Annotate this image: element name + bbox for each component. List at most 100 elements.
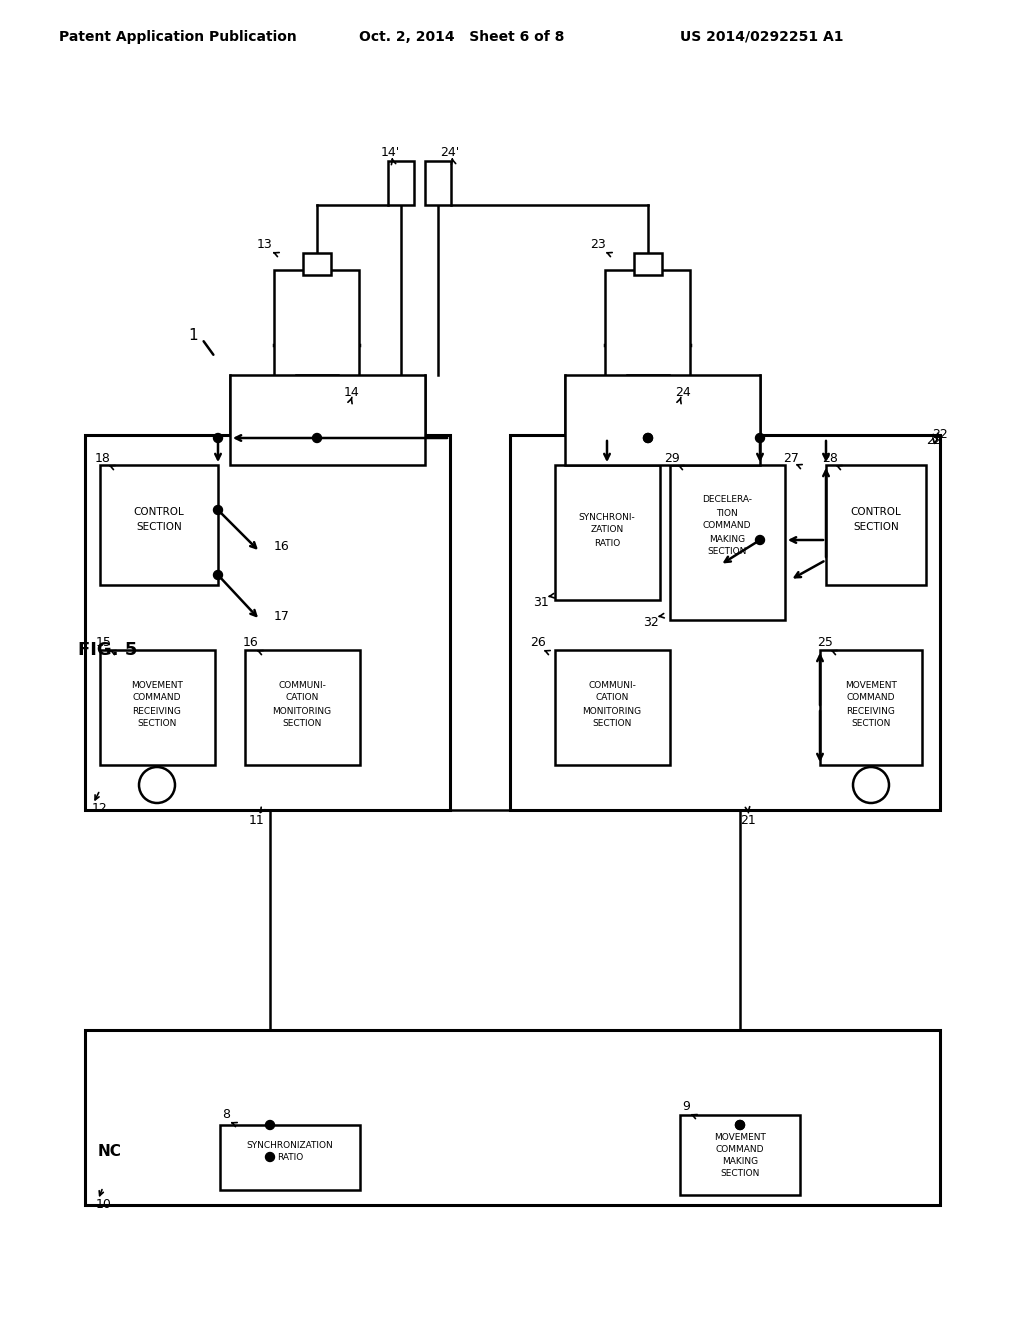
Circle shape	[756, 536, 765, 544]
Bar	[826, 465, 926, 585]
Circle shape	[139, 767, 175, 803]
Text: RECEIVING: RECEIVING	[847, 706, 895, 715]
Bar	[680, 1115, 800, 1195]
Bar	[425, 161, 451, 205]
Text: SECTION: SECTION	[720, 1170, 760, 1179]
Text: NC: NC	[98, 1144, 122, 1159]
Text: 25: 25	[817, 636, 833, 649]
Text: CONTROL: CONTROL	[133, 507, 184, 517]
Bar	[230, 375, 425, 465]
Text: SECTION: SECTION	[136, 521, 182, 532]
Circle shape	[735, 1121, 744, 1130]
Circle shape	[312, 433, 322, 442]
Bar	[100, 649, 215, 766]
Circle shape	[735, 1121, 744, 1130]
Text: RECEIVING: RECEIVING	[132, 706, 181, 715]
Text: SECTION: SECTION	[283, 719, 322, 729]
Text: TION: TION	[716, 508, 738, 517]
Text: US 2014/0292251 A1: US 2014/0292251 A1	[680, 30, 844, 44]
Text: 9: 9	[682, 1101, 690, 1114]
Text: 16: 16	[274, 540, 290, 553]
Bar	[85, 1030, 940, 1205]
Text: 21: 21	[740, 814, 756, 828]
Text: 22: 22	[926, 433, 942, 446]
Text: SYNCHRONIZATION: SYNCHRONIZATION	[247, 1142, 334, 1151]
Text: DECELERA-: DECELERA-	[702, 495, 752, 504]
Text: 8: 8	[222, 1109, 230, 1122]
Text: SECTION: SECTION	[708, 548, 746, 557]
Text: SECTION: SECTION	[137, 719, 177, 729]
Text: COMMUNI-: COMMUNI-	[588, 681, 636, 689]
Text: MAKING: MAKING	[722, 1158, 758, 1167]
Text: RATIO: RATIO	[594, 539, 621, 548]
Text: FIG. 5: FIG. 5	[78, 642, 137, 659]
Circle shape	[643, 433, 652, 442]
Text: ZATION: ZATION	[591, 525, 624, 535]
Text: MONITORING: MONITORING	[583, 706, 642, 715]
Text: CATION: CATION	[595, 693, 629, 702]
Bar	[85, 436, 450, 810]
Text: MOVEMENT: MOVEMENT	[131, 681, 183, 689]
Bar	[388, 161, 414, 205]
Text: 24: 24	[675, 385, 691, 399]
Bar	[296, 375, 338, 399]
Text: 15: 15	[96, 636, 112, 649]
Text: 14': 14'	[380, 145, 399, 158]
Text: COMMUNI-: COMMUNI-	[279, 681, 326, 689]
Text: 23: 23	[590, 239, 606, 252]
Bar	[510, 436, 940, 810]
Bar	[634, 253, 662, 275]
Text: 28: 28	[822, 451, 838, 465]
Circle shape	[213, 570, 222, 579]
Circle shape	[756, 433, 765, 442]
Bar	[605, 271, 690, 380]
Text: Patent Application Publication: Patent Application Publication	[59, 30, 297, 44]
Text: COMMAND: COMMAND	[847, 693, 895, 702]
Circle shape	[853, 767, 889, 803]
Bar	[100, 465, 218, 585]
Text: 24': 24'	[440, 145, 460, 158]
Text: MOVEMENT: MOVEMENT	[845, 681, 897, 689]
Bar	[303, 253, 331, 275]
Text: MOVEMENT: MOVEMENT	[714, 1134, 766, 1143]
Text: 1: 1	[188, 327, 198, 342]
Text: 18: 18	[95, 451, 111, 465]
Text: Oct. 2, 2014   Sheet 6 of 8: Oct. 2, 2014 Sheet 6 of 8	[359, 30, 564, 44]
Text: COMMAND: COMMAND	[716, 1146, 764, 1155]
Text: 27: 27	[783, 451, 799, 465]
Text: 32: 32	[643, 615, 658, 628]
Bar	[565, 375, 760, 465]
Bar	[220, 1125, 360, 1191]
Text: COMMAND: COMMAND	[133, 693, 181, 702]
Text: CATION: CATION	[286, 693, 318, 702]
Circle shape	[265, 1121, 274, 1130]
Text: 11: 11	[249, 814, 265, 828]
Bar	[820, 649, 922, 766]
Text: SYNCHRONI-: SYNCHRONI-	[579, 512, 635, 521]
Text: 17: 17	[274, 610, 290, 623]
Text: 16: 16	[243, 636, 259, 649]
Circle shape	[213, 433, 222, 442]
Text: 13: 13	[257, 239, 272, 252]
Text: 31: 31	[534, 595, 549, 609]
Text: SECTION: SECTION	[853, 521, 899, 532]
Text: 26: 26	[530, 636, 546, 649]
Text: MAKING: MAKING	[709, 535, 745, 544]
Text: MONITORING: MONITORING	[272, 706, 332, 715]
Bar	[627, 375, 669, 399]
Text: SECTION: SECTION	[851, 719, 891, 729]
Text: SECTION: SECTION	[592, 719, 632, 729]
Text: 12: 12	[92, 803, 108, 816]
Bar	[670, 465, 785, 620]
Bar	[274, 271, 359, 380]
Bar	[245, 649, 360, 766]
Bar	[555, 649, 670, 766]
Text: 10: 10	[96, 1199, 112, 1212]
Bar	[555, 465, 660, 601]
Text: COMMAND: COMMAND	[702, 521, 752, 531]
Text: RATIO: RATIO	[276, 1154, 303, 1163]
Text: 22: 22	[932, 429, 948, 441]
Circle shape	[265, 1152, 274, 1162]
Text: CONTROL: CONTROL	[851, 507, 901, 517]
Text: 14: 14	[344, 385, 359, 399]
